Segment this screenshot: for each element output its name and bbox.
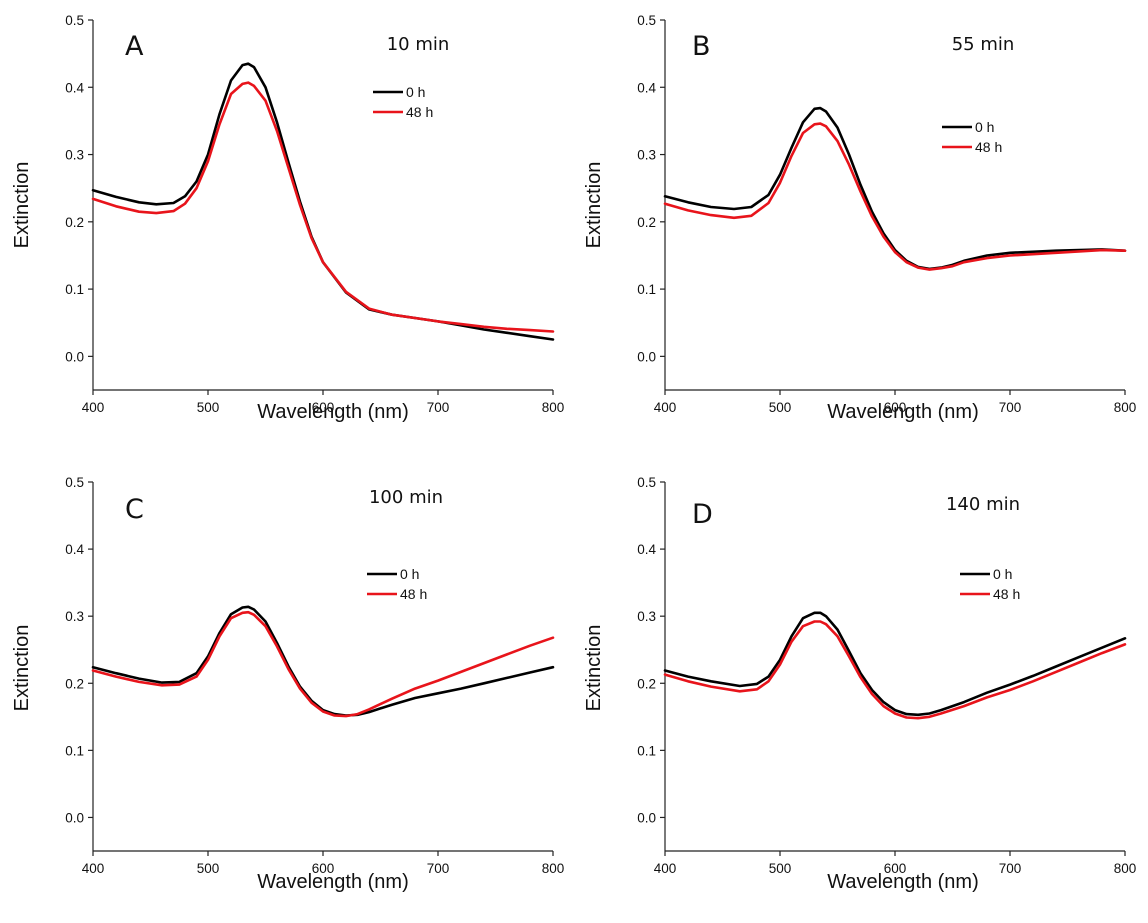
y-axis-label: Extinction — [11, 625, 33, 712]
y-axis-label: Extinction — [11, 162, 33, 249]
series-line-0h — [663, 611, 1127, 717]
x-tick-label: 500 — [197, 861, 220, 876]
y-tick-label: 0.5 — [65, 13, 84, 28]
y-tick-label: 0.5 — [637, 475, 656, 490]
x-tick-label: 500 — [769, 400, 792, 415]
y-tick-label: 0.1 — [637, 743, 656, 758]
y-tick-label: 0.4 — [637, 80, 656, 95]
x-tick-label: 400 — [82, 400, 105, 415]
y-axis-label: Extinction — [583, 625, 605, 712]
x-tick-label: 800 — [1114, 400, 1137, 415]
x-tick-label: 800 — [542, 400, 565, 415]
legend-label: 0 h — [406, 84, 425, 100]
y-tick-label: 0.2 — [65, 215, 84, 230]
x-tick-label: 600 — [312, 861, 335, 876]
y-tick-label: 0.4 — [65, 542, 84, 557]
x-tick-label: 400 — [654, 400, 677, 415]
y-tick-label: 0.5 — [637, 13, 656, 28]
chart-panel-a: 0.0 0.1 0.2 0.3 0.4 0.5 400 500 600 700 800 Wavelen… — [11, 13, 564, 423]
legend: 0 h 48 h — [367, 566, 427, 602]
chart-panel-b: 0.0 0.1 0.2 0.3 0.4 0.5 400 500 600 700 800 Wavelen… — [583, 13, 1136, 423]
x-tick-label: 400 — [654, 861, 677, 876]
legend: 0 h 48 h — [373, 84, 433, 120]
panel-letter: D — [692, 499, 713, 530]
chart-panel-c: 0.0 0.1 0.2 0.3 0.4 0.5 400 500 600 700 800 Wavelen… — [11, 475, 564, 893]
series-line-0h — [663, 106, 1127, 271]
x-tick-label: 800 — [1114, 861, 1137, 876]
legend-label: 0 h — [993, 566, 1012, 582]
y-tick-label: 0.3 — [65, 148, 84, 163]
x-tick-label: 400 — [82, 861, 105, 876]
x-tick-label: 700 — [999, 400, 1022, 415]
legend-label: 48 h — [400, 586, 427, 602]
y-tick-label: 0.4 — [637, 542, 656, 557]
time-annotation: 140 min — [946, 494, 1020, 515]
y-tick-label: 0.0 — [637, 810, 656, 825]
x-tick-label: 700 — [427, 861, 450, 876]
legend-label: 48 h — [993, 586, 1020, 602]
y-tick-label: 0.3 — [637, 609, 656, 624]
legend-label: 48 h — [406, 104, 433, 120]
x-axis-label: Wavelength (nm) — [827, 871, 979, 893]
y-tick-label: 0.0 — [65, 349, 84, 364]
series-line-48h — [91, 81, 555, 333]
series-line-0h — [91, 62, 555, 341]
y-tick-label: 0.1 — [637, 282, 656, 297]
time-annotation: 100 min — [369, 487, 443, 508]
series-line-48h — [91, 610, 555, 718]
x-axis-label: Wavelength (nm) — [827, 401, 979, 423]
legend: 0 h 48 h — [960, 566, 1020, 602]
x-tick-label: 500 — [769, 861, 792, 876]
series-line-0h — [91, 605, 555, 717]
y-tick-label: 0.2 — [637, 676, 656, 691]
y-tick-label: 0.3 — [65, 609, 84, 624]
x-tick-label: 700 — [999, 861, 1022, 876]
y-tick-label: 0.3 — [637, 148, 656, 163]
y-tick-label: 0.0 — [637, 349, 656, 364]
series-line-48h — [663, 122, 1127, 271]
y-tick-label: 0.4 — [65, 80, 84, 95]
x-tick-label: 600 — [884, 861, 907, 876]
series-line-48h — [663, 620, 1127, 720]
legend-label: 0 h — [975, 119, 994, 135]
y-tick-label: 0.5 — [65, 475, 84, 490]
x-tick-label: 700 — [427, 400, 450, 415]
y-tick-label: 0.1 — [65, 743, 84, 758]
x-tick-label: 600 — [884, 400, 907, 415]
panel-letter: A — [125, 31, 144, 62]
x-tick-label: 800 — [542, 861, 565, 876]
y-tick-label: 0.0 — [65, 810, 84, 825]
x-tick-label: 500 — [197, 400, 220, 415]
y-tick-label: 0.1 — [65, 282, 84, 297]
time-annotation: 55 min — [952, 34, 1015, 55]
panel-letter: C — [125, 494, 144, 525]
x-axis-label: Wavelength (nm) — [257, 401, 409, 423]
panel-letter: B — [692, 31, 711, 62]
time-annotation: 10 min — [387, 34, 450, 55]
y-tick-label: 0.2 — [637, 215, 656, 230]
x-axis-label: Wavelength (nm) — [257, 871, 409, 893]
legend-label: 0 h — [400, 566, 419, 582]
y-tick-label: 0.2 — [65, 676, 84, 691]
y-axis-label: Extinction — [583, 162, 605, 249]
legend-label: 48 h — [975, 139, 1002, 155]
chart-panel-d: 0.0 0.1 0.2 0.3 0.4 0.5 400 500 600 700 800 Wavelen… — [583, 475, 1136, 893]
x-tick-label: 600 — [312, 400, 335, 415]
legend: 0 h 48 h — [942, 119, 1002, 155]
